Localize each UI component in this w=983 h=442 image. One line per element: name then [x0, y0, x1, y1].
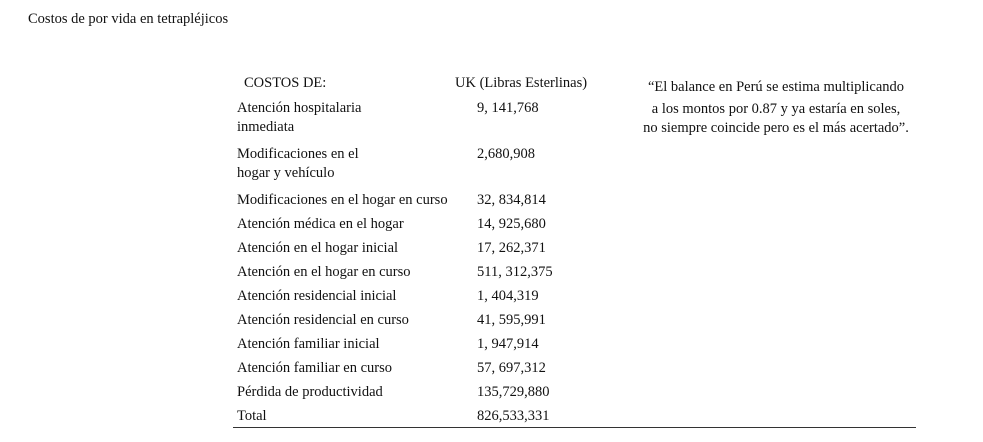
cost-value: 826,533,331 [477, 408, 550, 424]
table-row: Atención hospitalaria inmediata 9, 141,768 [237, 99, 937, 145]
table-row: Total 826,533,331 [237, 407, 937, 431]
table-row: Atención familiar inicial 1, 947,914 [237, 335, 937, 359]
cost-value: 135,729,880 [477, 384, 550, 400]
cost-value: 9, 141,768 [477, 100, 539, 116]
cost-label: Atención familiar inicial [237, 335, 380, 354]
cost-label: Atención en el hogar en curso [237, 263, 411, 282]
cost-label: Atención en el hogar inicial [237, 239, 398, 258]
table-row: Modificaciones en el hogar en curso 32, 8… [237, 191, 937, 215]
cost-value: 14, 925,680 [477, 216, 546, 232]
cost-label-line: Atención hospitalaria [237, 100, 362, 116]
header-uk-pounds: UK (Libras Esterlinas) [455, 75, 588, 91]
cost-label-line: Atención en el hogar en curso [237, 264, 411, 280]
table-row: Modificaciones en el hogar y vehículo 2,68… [237, 145, 937, 191]
document-title: Costos de por vida en tetrapléjicos [28, 11, 229, 27]
cost-label-line: Atención en el hogar inicial [237, 240, 399, 256]
cost-value: 41, 595,991 [477, 312, 546, 328]
table-row: Atención familiar en curso 57, 697,312 [237, 359, 937, 383]
cost-label: Atención residencial inicial [237, 287, 396, 306]
cost-label: Modificaciones en el hogar en curso [237, 191, 448, 210]
table-row: Pérdida de productividad 135,729,880 [237, 383, 937, 407]
cost-label-line: hogar y vehículo [237, 165, 335, 181]
cost-value: 1, 404,319 [477, 288, 539, 304]
cost-value: 57, 697,312 [477, 360, 546, 376]
cost-label-line: inmediata [237, 119, 295, 135]
cost-label-line: Modificaciones en el hogar en curso [237, 192, 448, 208]
cost-label-line: Atención residencial inicial [237, 288, 397, 304]
cost-value: 1, 947,914 [477, 336, 539, 352]
header-costos: COSTOS DE: [244, 75, 327, 91]
cost-value: 2,680,908 [477, 146, 535, 162]
table-row: Atención en el hogar inicial 17, 262,371 [237, 239, 937, 263]
table-row: Atención en el hogar en curso 511, 312,37… [237, 263, 937, 287]
note-line-2: a los montos por 0.87 y ya estaría en so… [651, 101, 901, 117]
cost-label-line: Pérdida de productividad [237, 384, 383, 400]
cost-label-line: Atención médica en el hogar [237, 216, 404, 232]
cost-label: Atención familiar en curso [237, 359, 392, 378]
cost-label: Pérdida de productividad [237, 383, 383, 402]
table-bottom-rule [233, 427, 916, 428]
table-row: Atención residencial inicial 1, 404,319 [237, 287, 937, 311]
cost-label-line: Atención residencial en curso [237, 312, 409, 328]
cost-label: Atención médica en el hogar [237, 215, 404, 234]
cost-value: 32, 834,814 [477, 192, 546, 208]
conversion-note: “El balance en Perú se estima multiplica… [620, 75, 932, 137]
cost-label-line: Total [237, 408, 267, 424]
note-line-1: “El balance en Perú se estima multiplica… [647, 79, 905, 95]
table-row: Atención residencial en curso 41, 595,991 [237, 311, 937, 335]
cost-label: Total [237, 407, 267, 426]
cost-label: Atención residencial en curso [237, 311, 409, 330]
cost-value: 511, 312,375 [477, 264, 553, 280]
cost-label: Atención hospitalaria inmediata [237, 99, 361, 137]
note-line-3: no siempre coincide pero es el más acert… [643, 120, 909, 136]
cost-label-line: Atención familiar inicial [237, 336, 380, 352]
cost-label-line: Modificaciones en el [237, 146, 359, 162]
cost-value: 17, 262,371 [477, 240, 546, 256]
cost-label-line: Atención familiar en curso [237, 360, 393, 376]
cost-label: Modificaciones en el hogar y vehículo [237, 145, 359, 183]
table-row: Atención médica en el hogar 14, 925,680 [237, 215, 937, 239]
